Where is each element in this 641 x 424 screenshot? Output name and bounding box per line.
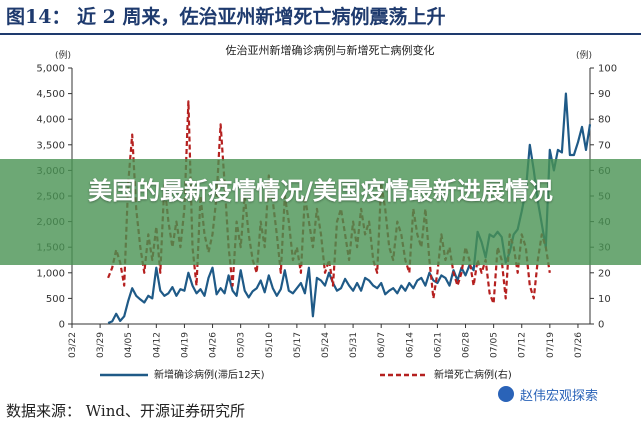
x-tick-label: 03/29 bbox=[96, 332, 106, 358]
x-tick-label: 07/05 bbox=[490, 332, 500, 358]
watermark-badge: 赵伟宏观探索 bbox=[492, 382, 637, 406]
x-tick-label: 07/19 bbox=[546, 332, 556, 358]
x-tick-label: 06/21 bbox=[433, 332, 443, 358]
legend-label-new-deaths: 新增死亡病例(右) bbox=[434, 368, 512, 381]
right-tick-label: 90 bbox=[598, 89, 611, 100]
left-tick-label: 4,500 bbox=[36, 89, 65, 100]
data-source: 数据来源： Wind、开源证券研究所 bbox=[6, 402, 245, 420]
left-tick-label: 500 bbox=[46, 294, 65, 305]
x-tick-label: 06/07 bbox=[377, 332, 387, 358]
overlay-banner: 美国的最新疫情情况/美国疫情最新进展情况 bbox=[0, 159, 641, 265]
x-tick-label: 04/19 bbox=[180, 332, 190, 358]
x-tick-label: 04/26 bbox=[209, 332, 219, 358]
x-tick-label: 07/26 bbox=[574, 332, 584, 358]
right-tick-label: 0 bbox=[598, 320, 604, 331]
figure-title: 图14： 近 2 周来，佐治亚州新增死亡病例震荡上升 bbox=[6, 6, 446, 28]
right-tick-label: 10 bbox=[598, 294, 611, 305]
right-axis-unit: (例) bbox=[576, 49, 592, 61]
right-tick-label: 70 bbox=[598, 140, 611, 151]
left-tick-label: 4,000 bbox=[36, 115, 65, 126]
right-tick-label: 100 bbox=[598, 64, 617, 75]
left-tick-label: 0 bbox=[59, 320, 65, 331]
legend: 新增确诊病例(滞后12天) 新增死亡病例(右) bbox=[100, 368, 512, 381]
title-divider bbox=[0, 33, 641, 35]
legend-label-new-cases: 新增确诊病例(滞后12天) bbox=[154, 368, 265, 381]
right-tick-label: 20 bbox=[598, 268, 611, 279]
left-tick-label: 5,000 bbox=[36, 64, 65, 75]
banner-text: 美国的最新疫情情况/美国疫情最新进展情况 bbox=[88, 177, 553, 205]
watermark-logo-icon bbox=[498, 386, 514, 402]
x-tick-label: 06/14 bbox=[405, 332, 415, 358]
left-tick-label: 3,500 bbox=[36, 140, 65, 151]
x-tick-label: 05/03 bbox=[237, 332, 247, 358]
x-tick-label: 05/24 bbox=[321, 332, 331, 358]
left-tick-label: 1,000 bbox=[36, 268, 65, 279]
x-tick-label: 05/17 bbox=[293, 332, 303, 358]
x-axis: 03/22 03/29 04/05 04/12 04/19 04/26 05/03 05/10… bbox=[68, 323, 590, 358]
x-tick-label: 04/12 bbox=[152, 332, 162, 358]
x-tick-label: 04/05 bbox=[124, 332, 134, 358]
watermark-text: 赵伟宏观探索 bbox=[520, 389, 599, 404]
x-tick-label: 05/10 bbox=[265, 332, 275, 358]
x-tick-label: 07/12 bbox=[518, 332, 528, 358]
x-tick-label: 03/22 bbox=[68, 332, 78, 358]
left-axis-unit: (例) bbox=[55, 49, 71, 61]
right-tick-label: 80 bbox=[598, 115, 611, 126]
x-tick-label: 06/28 bbox=[462, 332, 472, 358]
x-tick-label: 05/31 bbox=[349, 332, 359, 358]
chart-title: 佐治亚州新增确诊病例与新增死亡病例变化 bbox=[226, 43, 435, 57]
